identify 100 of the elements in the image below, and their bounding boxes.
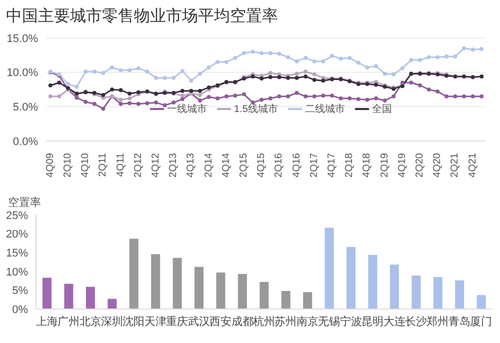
x-tick-label: 青岛 (448, 314, 470, 328)
point (198, 98, 202, 102)
x-tick-label: 西安 (210, 314, 232, 328)
point (198, 92, 202, 97)
point (110, 66, 114, 70)
point (189, 78, 194, 83)
x-tick-label: 大连 (383, 314, 406, 328)
point (84, 70, 88, 74)
point (304, 74, 308, 78)
x-tick-label: 杭州 (252, 314, 275, 328)
x-tick-label: 天津 (144, 314, 166, 328)
point (128, 101, 132, 106)
point (426, 88, 431, 92)
point (382, 98, 387, 102)
point (128, 96, 132, 100)
x-tick-label: 4Q15 (256, 152, 268, 178)
point (470, 94, 475, 98)
x-tick-label: 2Q19 (379, 152, 390, 178)
x-tick-label: 昆明 (362, 316, 384, 328)
point (392, 72, 396, 76)
bar (303, 292, 312, 309)
point (180, 68, 184, 73)
x-tick-label: 郑州 (426, 314, 449, 328)
point (162, 103, 167, 108)
legend-label: 全国 (372, 103, 392, 116)
point (128, 68, 132, 72)
point (374, 64, 378, 68)
point (338, 56, 343, 61)
bar (476, 295, 486, 309)
point (145, 70, 150, 74)
legend-label: 二线城市 (304, 102, 345, 116)
point (356, 60, 360, 65)
point (66, 82, 70, 86)
x-tick-label: 4Q10 (80, 152, 92, 178)
bar (151, 254, 160, 309)
chart-title: 中国主要城市零售物业市场平均空置率 (5, 6, 279, 27)
point (260, 76, 264, 81)
bar (260, 282, 269, 309)
point (206, 66, 211, 70)
point (480, 46, 484, 51)
point (92, 102, 96, 106)
point (409, 80, 414, 85)
point (374, 96, 378, 100)
point (409, 58, 414, 62)
point (128, 92, 132, 96)
point (101, 92, 106, 97)
point (365, 66, 370, 70)
bar (86, 286, 95, 309)
x-tick-label: 4Q18 (362, 152, 373, 178)
x-tick-label: 沈阳 (122, 314, 145, 328)
point (242, 51, 246, 56)
point (180, 94, 184, 98)
x-tick-label: 4Q16 (291, 152, 302, 178)
x-tick-label: 长沙 (405, 314, 427, 328)
point (277, 75, 282, 80)
point (154, 76, 158, 80)
bar (42, 278, 52, 309)
x-tick-label: 4Q20 (432, 152, 444, 178)
point (268, 71, 272, 76)
x-tick-label: 2Q18 (344, 152, 356, 178)
point (233, 56, 238, 60)
point (145, 101, 150, 106)
x-tick-label: 4Q14 (220, 152, 232, 178)
point (321, 94, 326, 98)
point (216, 60, 220, 64)
x-tick-label: 4Q13 (186, 152, 197, 178)
bar (108, 298, 117, 309)
point (233, 94, 238, 98)
x-tick-label: 2Q21 (450, 152, 461, 178)
x-tick-label: 4Q09 (44, 152, 56, 178)
y-tick-label: 5.0% (12, 102, 38, 114)
point (216, 96, 220, 100)
point (260, 98, 264, 102)
bar (346, 246, 356, 309)
legend-label: 一线城市 (167, 102, 207, 116)
x-tick-label: 2Q10 (62, 152, 74, 178)
bar (172, 258, 182, 309)
point (198, 88, 202, 93)
bar (455, 280, 464, 309)
x-tick-label: 重庆 (166, 314, 188, 328)
point (392, 94, 396, 98)
y-tick-label: 0.0% (12, 136, 38, 148)
point (268, 96, 272, 100)
bar (368, 254, 378, 309)
y-tick-label: 5% (12, 285, 28, 298)
bar (390, 264, 399, 309)
point (162, 76, 167, 80)
x-tick-label: 4Q19 (396, 152, 408, 178)
point (436, 55, 440, 60)
point (330, 54, 334, 58)
x-tick-label: 上海 (36, 314, 58, 328)
x-tick-label: 2Q15 (238, 152, 250, 178)
bar (281, 290, 290, 309)
x-tick-label: 武汉 (188, 314, 210, 328)
point (224, 94, 228, 98)
point (84, 100, 88, 104)
point (294, 76, 299, 80)
x-tick-label: 2Q16 (274, 152, 285, 178)
y-tick-label: 15% (6, 248, 28, 260)
point (418, 83, 422, 88)
